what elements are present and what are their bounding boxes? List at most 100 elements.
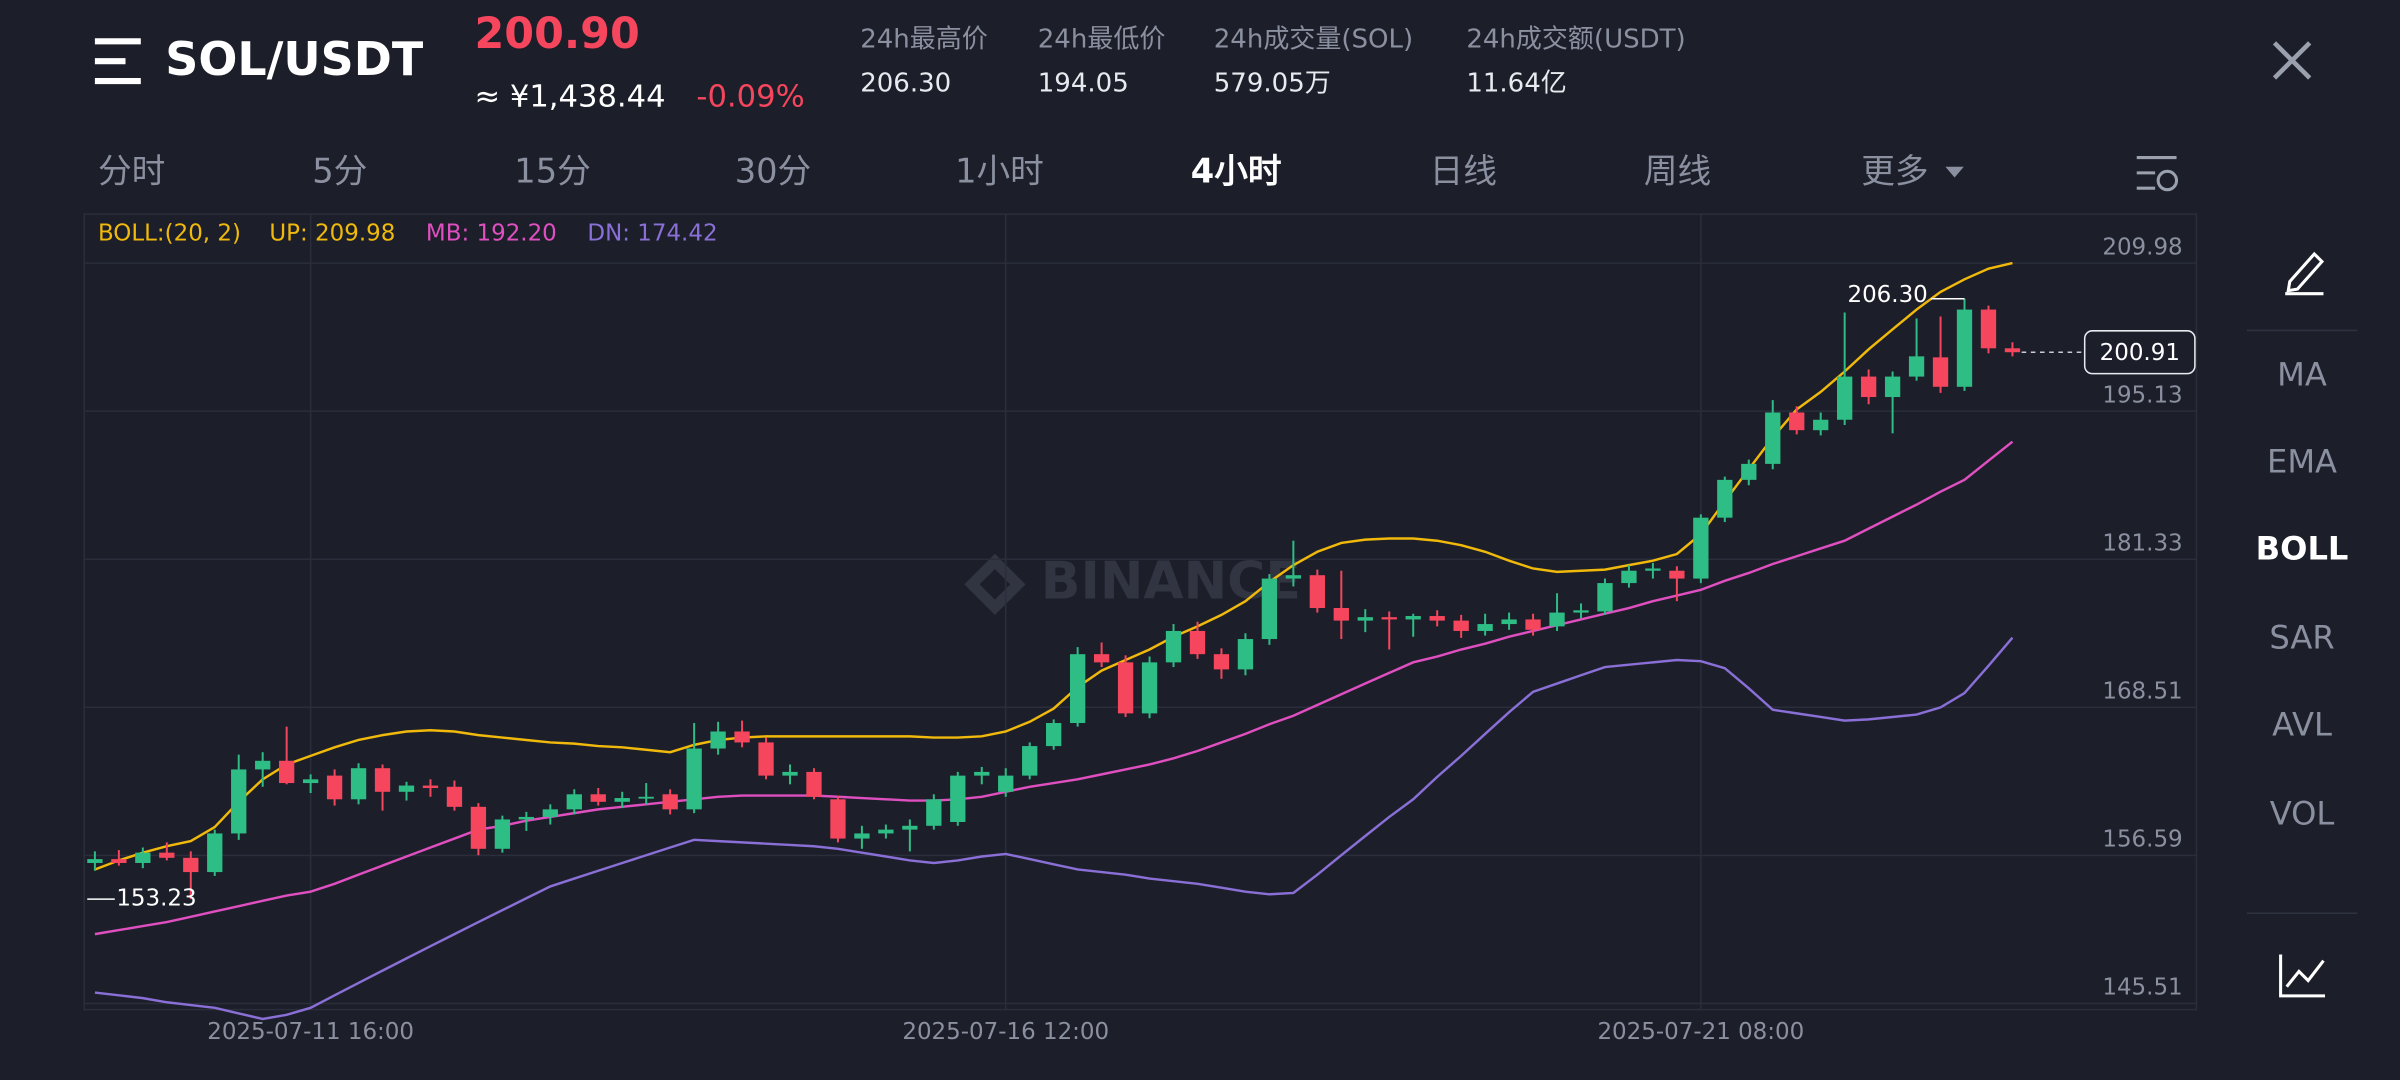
timeframe-tab[interactable]: 日线 <box>1430 151 1497 190</box>
candle-body <box>1093 654 1110 663</box>
indicator-option[interactable]: AVL <box>2272 706 2332 744</box>
timeframe-tab[interactable]: 30分 <box>735 151 812 190</box>
candle-body <box>87 859 103 863</box>
last-price-label: 200.91 <box>2100 340 2180 366</box>
candle-body <box>1501 619 1517 625</box>
pair-name[interactable]: SOL/USDT <box>165 32 424 86</box>
timeframe-tab[interactable]: 15分 <box>514 151 591 190</box>
candle-body <box>207 833 223 873</box>
candle-body <box>1884 376 1901 398</box>
candle-body <box>686 748 702 810</box>
candle-body <box>302 779 319 784</box>
last-price-box <box>2083 330 2196 375</box>
x-tick-label: 2025-07-11 16:00 <box>207 1019 414 1045</box>
candle-body <box>614 798 630 802</box>
candle-body <box>422 785 439 789</box>
candle-body <box>1765 412 1781 464</box>
candle-body <box>1237 639 1254 670</box>
indicator-chart-icon[interactable] <box>2279 954 2325 998</box>
last-price: 200.90 <box>474 9 639 59</box>
candle-body <box>1477 624 1493 631</box>
candle-body <box>1573 610 1589 613</box>
candle-body <box>974 771 990 776</box>
candle-body <box>1549 612 1565 627</box>
candle-body <box>662 794 678 810</box>
candle-body <box>111 859 127 863</box>
candle-body <box>350 768 367 800</box>
timeframe-tab[interactable]: 分时 <box>98 151 165 190</box>
candle-body <box>1932 357 1949 387</box>
candle-body <box>878 829 894 834</box>
candle-body <box>1405 616 1421 620</box>
candle-body <box>446 786 463 807</box>
candle-body <box>1429 616 1445 621</box>
stat-value: 579.05万 <box>1214 69 1331 99</box>
candle-body <box>255 760 271 770</box>
candle-body <box>398 785 415 792</box>
stat-value: 11.64亿 <box>1466 69 1566 99</box>
candle-body <box>1261 578 1278 640</box>
y-tick-label: 145.51 <box>2102 975 2182 1001</box>
candle-body <box>231 769 247 834</box>
candle-body <box>782 771 798 776</box>
candle-body <box>710 731 726 749</box>
candle-body <box>1980 309 1997 349</box>
candle-body <box>1669 570 1685 579</box>
stat-value: 206.30 <box>860 69 951 99</box>
candle-body <box>1213 654 1230 670</box>
candle-body <box>926 799 942 826</box>
boll-line <box>94 261 2013 871</box>
x-tick-label: 2025-07-16 12:00 <box>902 1019 1109 1045</box>
indicator-option[interactable]: EMA <box>2267 443 2337 481</box>
candle-body <box>1525 619 1541 630</box>
timeframe-tab[interactable]: 1小时 <box>955 151 1044 190</box>
candle-body <box>734 731 750 743</box>
timeframe-tab[interactable]: 周线 <box>1644 151 1711 190</box>
candle-body <box>1837 376 1853 420</box>
candle-body <box>638 796 654 799</box>
settings-icon[interactable] <box>2136 156 2179 192</box>
candle-body <box>1621 570 1637 584</box>
candle-body <box>1046 723 1062 747</box>
indicator-option[interactable]: MA <box>2277 355 2327 393</box>
close-stroke <box>2272 41 2312 80</box>
indicator-option[interactable]: VOL <box>2270 794 2335 832</box>
boll-line <box>94 636 2014 1021</box>
x-tick-label: 2025-07-21 08:00 <box>1597 1019 1804 1045</box>
candle-body <box>518 816 534 820</box>
candle-body <box>159 852 175 858</box>
timeframe-tab[interactable]: 4小时 <box>1191 151 1282 190</box>
plot-frame <box>83 213 2198 1011</box>
candle-body <box>1022 746 1038 776</box>
y-tick-label: 156.59 <box>2102 827 2182 853</box>
icon-stroke <box>2156 169 2179 192</box>
legend-entry: UP: 209.98 <box>269 221 395 247</box>
indicator-option[interactable]: BOLL <box>2256 530 2349 568</box>
candle-body <box>758 742 774 776</box>
candle-body <box>279 760 295 784</box>
candle-body <box>1357 617 1373 621</box>
stat-label: 24h最高价 <box>860 24 988 54</box>
menu-icon[interactable] <box>94 38 141 85</box>
candle-body <box>950 775 966 822</box>
candle-body <box>902 825 918 830</box>
candle-body <box>494 819 511 849</box>
candle-body <box>326 775 343 800</box>
candle-body <box>1333 608 1349 621</box>
stat-value: 194.05 <box>1038 69 1129 99</box>
candle-body <box>1285 575 1302 579</box>
candle-body <box>1453 620 1469 631</box>
draw-tool-icon[interactable] <box>2285 251 2325 296</box>
price-cny: ≈ ¥1,438.44 <box>474 79 665 114</box>
timeframe-tab[interactable]: 5分 <box>312 151 367 190</box>
candle-body <box>1165 630 1182 663</box>
legend-entry: DN: 174.42 <box>587 221 717 247</box>
candle-body <box>854 833 870 839</box>
stat-label: 24h成交量(SOL) <box>1214 24 1413 54</box>
indicator-option[interactable]: SAR <box>2269 618 2334 656</box>
candle-body <box>1309 575 1325 609</box>
timeframe-tab[interactable]: 更多 <box>1861 151 1928 190</box>
close-button[interactable] <box>2272 41 2312 80</box>
dropdown-arrow <box>1945 166 1964 178</box>
